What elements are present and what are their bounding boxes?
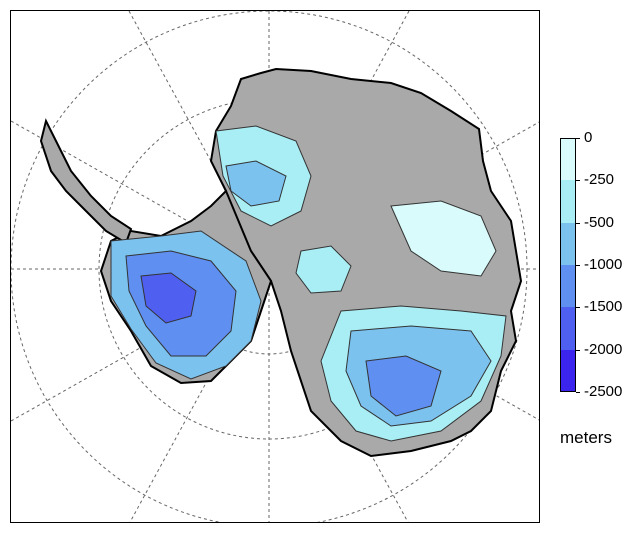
map-panel: [10, 10, 540, 523]
colorbar-tick-label: -250: [584, 171, 615, 189]
colorbar-swatch: [560, 222, 576, 265]
colorbar-swatch: [560, 307, 576, 350]
colorbar-tick: [576, 265, 580, 266]
colorbar-tick-label: -1500: [584, 298, 623, 316]
depth-zone-ross-mid: [225, 160, 287, 207]
colorbar-tick-label: -1000: [584, 256, 623, 273]
depth-zone-wilkes-deep: [365, 355, 442, 417]
colorbar-swatch: [560, 349, 576, 392]
antarctica-map: [11, 11, 539, 522]
colorbar-tick-label: -2000: [584, 340, 623, 358]
depth-zone-central: [295, 245, 352, 294]
land-antarctic-peninsula: [39, 118, 133, 245]
colorbar-swatch: [560, 180, 576, 223]
bedrock-elevation-shading: [110, 125, 507, 442]
colorbar-tick: [576, 392, 580, 393]
colorbar-tick-label: 0: [584, 129, 593, 146]
colorbar-tick: [576, 307, 580, 309]
colorbar-swatch: [560, 265, 576, 308]
colorbar-tick: [576, 349, 580, 351]
depth-zone-west-deep: [140, 272, 197, 324]
colorbar-tick-label: -2500: [584, 383, 623, 400]
colorbar-tick-label: -500: [584, 213, 615, 231]
colorbar-tick: [576, 222, 580, 224]
colorbar-unit-label: meters: [560, 428, 612, 447]
colorbar-swatch: [560, 138, 576, 181]
depth-zone-aurora: [390, 200, 497, 277]
colorbar-tick: [576, 180, 580, 182]
colorbar-tick: [576, 138, 580, 139]
